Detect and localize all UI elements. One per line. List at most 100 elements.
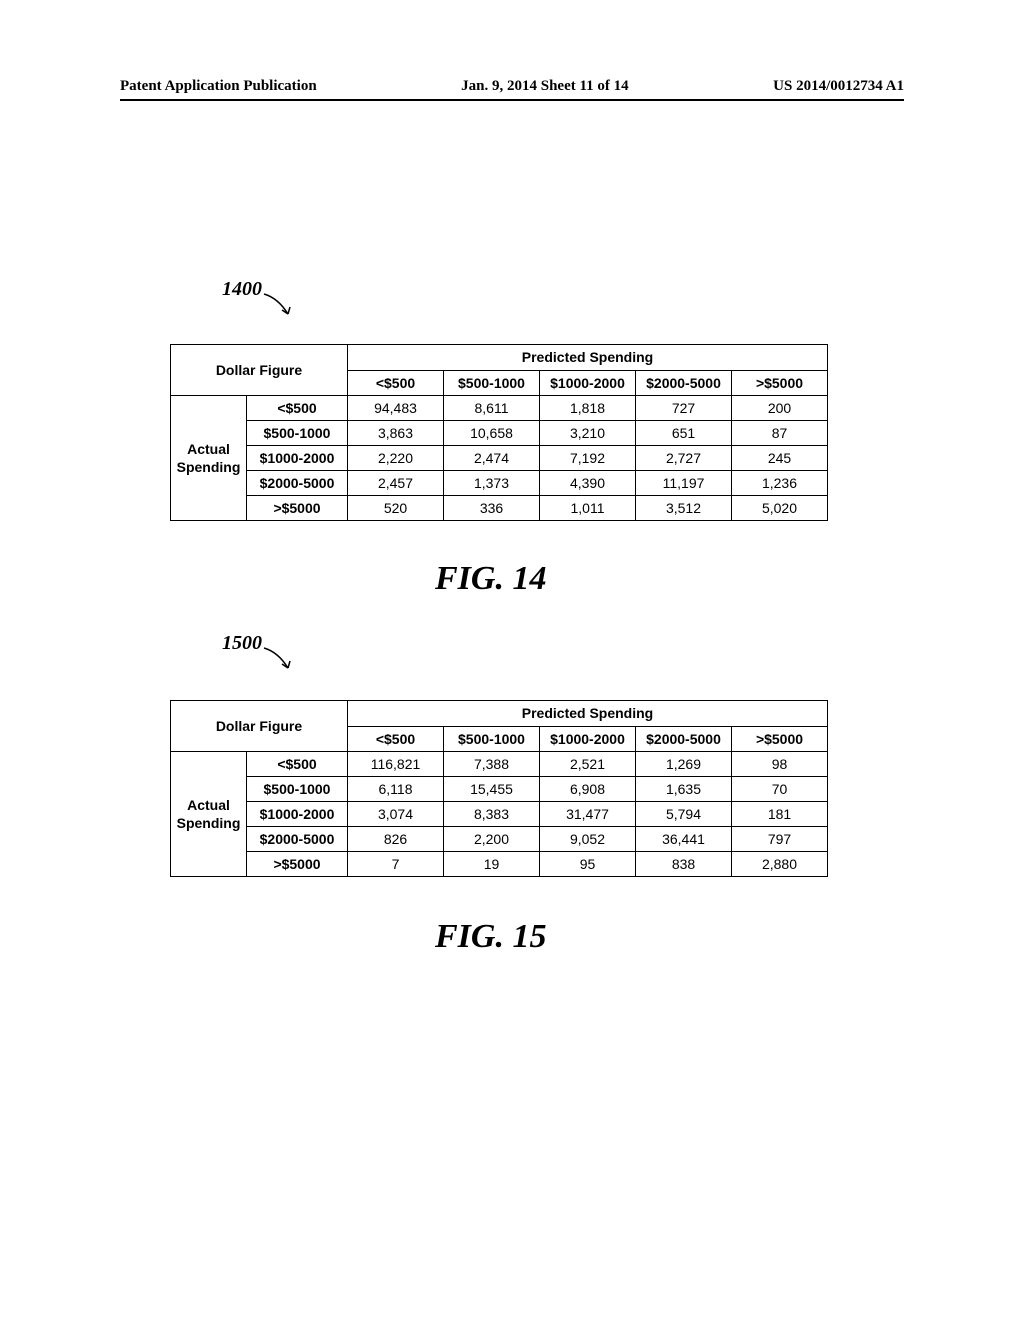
row-header: $500-1000 xyxy=(247,777,348,802)
col-header: $500-1000 xyxy=(444,370,540,396)
predicted-header: Predicted Spending xyxy=(348,345,828,371)
cell: 11,197 xyxy=(636,471,732,496)
table-row: $500-1000 6,118 15,455 6,908 1,635 70 xyxy=(171,777,828,802)
cell: 6,118 xyxy=(348,777,444,802)
cell: 1,269 xyxy=(636,752,732,777)
cell: 70 xyxy=(732,777,828,802)
fig15-ref-label: 1500 xyxy=(222,632,262,655)
col-header: <$500 xyxy=(348,370,444,396)
row-header: $1000-2000 xyxy=(247,802,348,827)
cell: 7,192 xyxy=(540,446,636,471)
col-header: $2000-5000 xyxy=(636,726,732,752)
fig14-ref-label: 1400 xyxy=(222,278,262,301)
cell: 1,011 xyxy=(540,496,636,521)
fig15-table: Dollar Figure Predicted Spending <$500 $… xyxy=(170,700,828,877)
cell: 5,794 xyxy=(636,802,732,827)
predicted-header: Predicted Spending xyxy=(348,701,828,727)
cell: 87 xyxy=(732,421,828,446)
table-row: $2000-5000 826 2,200 9,052 36,441 797 xyxy=(171,827,828,852)
cell: 94,483 xyxy=(348,396,444,421)
cell: 2,521 xyxy=(540,752,636,777)
cell: 2,457 xyxy=(348,471,444,496)
row-header: >$5000 xyxy=(247,852,348,877)
cell: 838 xyxy=(636,852,732,877)
table-row: >$5000 520 336 1,011 3,512 5,020 xyxy=(171,496,828,521)
cell: 5,020 xyxy=(732,496,828,521)
fig14-table: Dollar Figure Predicted Spending <$500 $… xyxy=(170,344,828,521)
cell: 6,908 xyxy=(540,777,636,802)
header-center: Jan. 9, 2014 Sheet 11 of 14 xyxy=(461,78,629,95)
cell: 3,512 xyxy=(636,496,732,521)
row-header: <$500 xyxy=(247,752,348,777)
row-header: $1000-2000 xyxy=(247,446,348,471)
row-group-label: ActualSpending xyxy=(171,752,247,877)
cell: 2,880 xyxy=(732,852,828,877)
corner-label: Dollar Figure xyxy=(171,701,348,752)
row-header: $2000-5000 xyxy=(247,827,348,852)
patent-page: Patent Application Publication Jan. 9, 2… xyxy=(0,0,1024,1320)
cell: 7,388 xyxy=(444,752,540,777)
col-header: >$5000 xyxy=(732,370,828,396)
row-header: >$5000 xyxy=(247,496,348,521)
page-header: Patent Application Publication Jan. 9, 2… xyxy=(120,78,904,101)
col-header: $500-1000 xyxy=(444,726,540,752)
cell: 36,441 xyxy=(636,827,732,852)
col-header: $1000-2000 xyxy=(540,370,636,396)
cell: 8,383 xyxy=(444,802,540,827)
cell: 3,863 xyxy=(348,421,444,446)
table-row: >$5000 7 19 95 838 2,880 xyxy=(171,852,828,877)
row-header: <$500 xyxy=(247,396,348,421)
fig14-caption: FIG. 14 xyxy=(435,560,546,598)
cell: 1,635 xyxy=(636,777,732,802)
cell: 116,821 xyxy=(348,752,444,777)
header-left: Patent Application Publication xyxy=(120,78,317,95)
cell: 31,477 xyxy=(540,802,636,827)
table-row: $1000-2000 3,074 8,383 31,477 5,794 181 xyxy=(171,802,828,827)
cell: 3,210 xyxy=(540,421,636,446)
table-row: $2000-5000 2,457 1,373 4,390 11,197 1,23… xyxy=(171,471,828,496)
table-row: ActualSpending <$500 116,821 7,388 2,521… xyxy=(171,752,828,777)
fig15-caption: FIG. 15 xyxy=(435,918,546,956)
cell: 10,658 xyxy=(444,421,540,446)
table-row: ActualSpending <$500 94,483 8,611 1,818 … xyxy=(171,396,828,421)
cell: 3,074 xyxy=(348,802,444,827)
row-group-label-text: ActualSpending xyxy=(177,440,241,476)
row-header: $500-1000 xyxy=(247,421,348,446)
cell: 245 xyxy=(732,446,828,471)
cell: 1,236 xyxy=(732,471,828,496)
cell: 4,390 xyxy=(540,471,636,496)
cell: 2,220 xyxy=(348,446,444,471)
corner-label: Dollar Figure xyxy=(171,345,348,396)
cell: 651 xyxy=(636,421,732,446)
cell: 336 xyxy=(444,496,540,521)
cell: 200 xyxy=(732,396,828,421)
fig15-ref-arrow-icon xyxy=(260,644,300,680)
header-right: US 2014/0012734 A1 xyxy=(773,78,904,95)
table-row: $500-1000 3,863 10,658 3,210 651 87 xyxy=(171,421,828,446)
cell: 727 xyxy=(636,396,732,421)
cell: 95 xyxy=(540,852,636,877)
table-row: $1000-2000 2,220 2,474 7,192 2,727 245 xyxy=(171,446,828,471)
row-group-label: ActualSpending xyxy=(171,396,247,521)
cell: 2,727 xyxy=(636,446,732,471)
row-group-label-text: ActualSpending xyxy=(177,796,241,832)
cell: 797 xyxy=(732,827,828,852)
col-header: >$5000 xyxy=(732,726,828,752)
cell: 826 xyxy=(348,827,444,852)
cell: 19 xyxy=(444,852,540,877)
cell: 2,200 xyxy=(444,827,540,852)
cell: 520 xyxy=(348,496,444,521)
col-header: $1000-2000 xyxy=(540,726,636,752)
cell: 9,052 xyxy=(540,827,636,852)
row-header: $2000-5000 xyxy=(247,471,348,496)
cell: 2,474 xyxy=(444,446,540,471)
cell: 1,818 xyxy=(540,396,636,421)
cell: 7 xyxy=(348,852,444,877)
cell: 181 xyxy=(732,802,828,827)
fig14-ref-arrow-icon xyxy=(260,290,300,326)
col-header: $2000-5000 xyxy=(636,370,732,396)
col-header: <$500 xyxy=(348,726,444,752)
cell: 98 xyxy=(732,752,828,777)
cell: 15,455 xyxy=(444,777,540,802)
cell: 1,373 xyxy=(444,471,540,496)
